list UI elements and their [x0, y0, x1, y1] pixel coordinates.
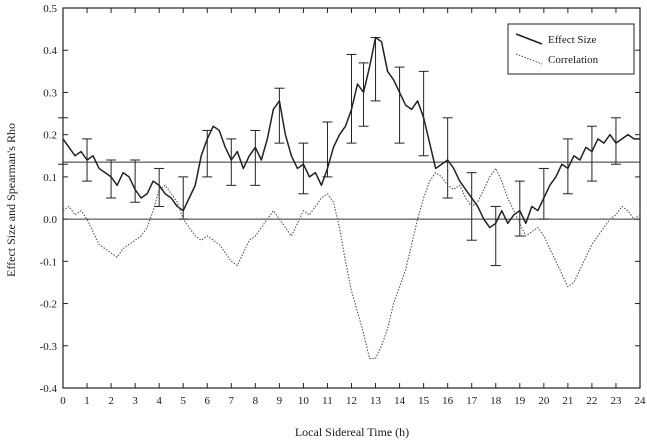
y-tick-label: -0.3: [40, 341, 58, 353]
y-tick-label: -0.2: [40, 299, 57, 311]
x-tick-label: 13: [370, 395, 382, 407]
x-tick-label: 3: [132, 395, 138, 407]
x-tick-label: 12: [346, 395, 357, 407]
series-line: [62, 167, 641, 359]
x-tick-label: 5: [180, 395, 186, 407]
legend-box: [507, 23, 635, 75]
x-tick-label: 15: [418, 395, 430, 407]
x-tick-label: 23: [610, 395, 622, 407]
series-correlation: [62, 167, 641, 359]
y-tick-label: -0.4: [40, 383, 58, 395]
y-tick-label: 0.4: [43, 45, 57, 57]
y-tick-label: 0.2: [43, 130, 57, 142]
x-tick-label: 0: [60, 395, 66, 407]
x-tick-label: 24: [635, 395, 647, 407]
x-tick-label: 19: [514, 395, 526, 407]
x-tick-label: 10: [298, 395, 310, 407]
x-tick-label: 1: [84, 395, 90, 407]
y-tick-label: 0.5: [43, 3, 57, 15]
y-tick-label: 0.0: [43, 214, 57, 226]
y-tick-label: -0.1: [40, 256, 57, 268]
legend: Effect Size Correlation: [507, 23, 635, 75]
x-tick-label: 2: [108, 395, 114, 407]
x-tick-label: 20: [538, 395, 550, 407]
x-tick-label: 17: [466, 395, 478, 407]
x-tick-label: 11: [322, 395, 333, 407]
y-tick-label: 0.1: [43, 172, 57, 184]
plot-area: 0 1 2 3 4 5 6 7 8 9 10 11 12 13 14 15 16 17 18 19 20 21 22 23 24…: [40, 3, 646, 407]
y-tick-label: 0.3: [43, 87, 57, 99]
legend-label: Correlation: [548, 54, 599, 66]
x-tick-label: 8: [253, 395, 259, 407]
legend-swatch: [515, 33, 543, 45]
x-tick-label: 18: [490, 395, 502, 407]
x-tick-label: 4: [156, 395, 162, 407]
x-axis-title: Local Sidereal Time (h): [295, 425, 409, 439]
x-tick-label: 9: [277, 395, 283, 407]
series-effect-size: [58, 36, 640, 267]
y-axis-title: Effect Size and Spearman's Rho: [4, 123, 18, 277]
x-tick-label: 22: [586, 395, 597, 407]
x-tick-label: 21: [562, 395, 573, 407]
legend-label: Effect Size: [548, 34, 596, 46]
x-tick-label: 6: [205, 395, 211, 407]
x-tick-label: 16: [442, 395, 454, 407]
x-tick-label: 7: [229, 395, 235, 407]
x-tick-label: 14: [394, 395, 406, 407]
